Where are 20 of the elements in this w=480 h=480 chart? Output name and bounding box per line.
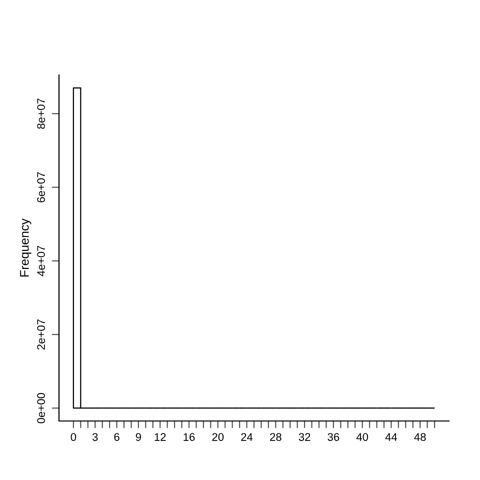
x-tick-label: 9 xyxy=(136,433,142,441)
x-tick-label: 28 xyxy=(270,433,282,441)
x-tick-label: 3 xyxy=(92,433,98,441)
y-tick-label: 6e+07 xyxy=(37,172,45,202)
x-tick-label: 12 xyxy=(154,433,166,441)
x-tick-label: 24 xyxy=(241,433,253,441)
y-tick-label: 8e+07 xyxy=(37,98,45,129)
x-tick-label: 16 xyxy=(184,433,195,441)
x-tick-label: 32 xyxy=(298,433,310,441)
y-tick-label: 2e+07 xyxy=(37,319,45,350)
y-axis-title: Frequency xyxy=(20,218,32,276)
y-tick-label: 0e+00 xyxy=(37,392,45,424)
y-tick-label: 4e+07 xyxy=(37,246,45,276)
x-tick-label: 0 xyxy=(70,433,76,441)
x-tick-label: 44 xyxy=(385,433,398,441)
x-tick-label: 48 xyxy=(414,433,426,441)
x-tick-label: 36 xyxy=(328,433,340,441)
x-tick-label: 6 xyxy=(114,433,120,441)
x-tick-label: 20 xyxy=(212,433,224,441)
x-tick-label: 40 xyxy=(356,433,368,441)
